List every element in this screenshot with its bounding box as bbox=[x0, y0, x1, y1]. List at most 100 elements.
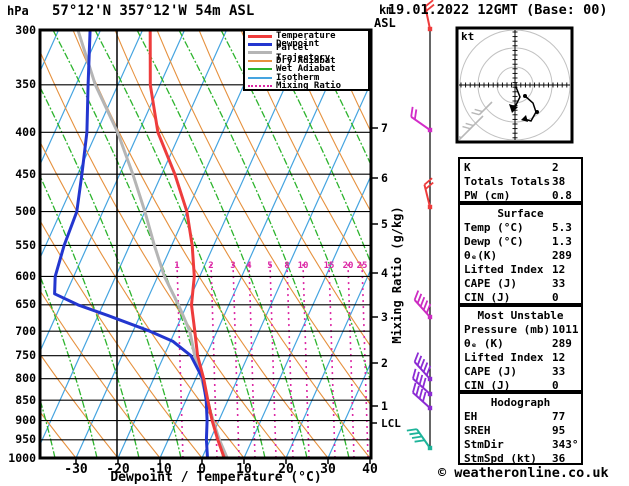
isotherm-line bbox=[117, 31, 311, 457]
panel-row-label: PW (cm) bbox=[464, 189, 511, 202]
panel-row: StmSpd (kt) 36 bbox=[460, 452, 581, 466]
gray-barb-shaft bbox=[459, 127, 472, 140]
wind-barb-tick bbox=[413, 109, 418, 120]
gray-barb-tick bbox=[465, 122, 474, 127]
dry-adiabat-line bbox=[282, 31, 370, 212]
temperature-curve bbox=[148, 31, 226, 457]
wind-barb-tick bbox=[413, 290, 420, 301]
temp-axis-title: Dewpoint / Temperature (°C) bbox=[110, 470, 322, 485]
dry-adiabat-line bbox=[198, 31, 370, 347]
legend-label: Wet Adiabat bbox=[276, 64, 336, 75]
hodograph-gray-barb bbox=[459, 127, 472, 140]
panel-row: Dewp (°C) 1.3 bbox=[460, 235, 581, 249]
hodograph-unit-label: kt bbox=[461, 30, 475, 43]
legend-row: Wet Adiabat bbox=[248, 64, 368, 75]
km-tick-label: 5 bbox=[381, 217, 388, 231]
mixing-ratio-axis-title: Mixing Ratio (g/kg) bbox=[390, 206, 404, 344]
wet-adiabat-line bbox=[304, 31, 370, 165]
wind-barb-tick bbox=[415, 371, 420, 382]
wind-barb-tick bbox=[424, 181, 434, 190]
legend-row: Mixing Ratio bbox=[248, 81, 368, 91]
hodograph-trace-arrow bbox=[509, 104, 518, 113]
mixing-ratio-line bbox=[286, 263, 294, 457]
dewpoint-curve bbox=[53, 31, 209, 457]
isotherm-line bbox=[75, 31, 269, 457]
wind-barb bbox=[410, 106, 431, 131]
panel-row-value: 2 bbox=[552, 161, 559, 174]
panel-row-label: StmDir bbox=[464, 438, 504, 451]
wind-barb-tick bbox=[422, 362, 429, 373]
panel-box-most-unstable: Most Unstable Pressure (mb) 1011 θₑ (K) 289 L… bbox=[458, 305, 583, 392]
wind-barb bbox=[412, 368, 431, 395]
legend-row: Dry Adiabat bbox=[248, 56, 368, 66]
mixing-ratio-line bbox=[361, 263, 369, 457]
pressure-tick-label: 950 bbox=[15, 432, 36, 447]
mixing-ratio-label: 20 bbox=[342, 261, 354, 271]
wind-barb bbox=[424, 0, 435, 30]
panel-row-value: 0 bbox=[552, 291, 559, 304]
panel-row-label: Pressure (mb) bbox=[464, 323, 551, 336]
isotherm-line bbox=[327, 363, 370, 457]
km-tick-label: 2 bbox=[381, 356, 388, 370]
temp-tick-label: 10 bbox=[236, 462, 252, 477]
wind-barb-dot bbox=[427, 127, 433, 133]
wind-barb-tick bbox=[422, 377, 427, 388]
panel-row-label: θₑ(K) bbox=[464, 249, 498, 262]
mixing-ratio-label: 10 bbox=[297, 261, 309, 271]
panel-row: Totals Totals 38 bbox=[460, 175, 581, 189]
panel-row: Temp (°C) 5.3 bbox=[460, 221, 581, 235]
wind-barb-tick bbox=[409, 431, 420, 436]
wet-adiabat-line bbox=[220, 31, 370, 382]
wind-barb-tick bbox=[425, 365, 432, 376]
isotherm-line bbox=[159, 31, 353, 457]
wind-barb-tick bbox=[418, 388, 424, 399]
panel-row-value: 12 bbox=[552, 351, 566, 364]
mixing-ratio-label: 4 bbox=[246, 261, 252, 271]
panel-row-label: StmSpd (kt) bbox=[464, 452, 537, 465]
panel-row-label: Lifted Index bbox=[464, 351, 544, 364]
legend-row: Isotherm bbox=[248, 73, 368, 83]
sounding-curves bbox=[53, 31, 229, 457]
wind-barb bbox=[423, 177, 434, 208]
legend-sample-line bbox=[248, 34, 272, 38]
isotherm-line bbox=[41, 31, 101, 164]
km-tick-label: 3 bbox=[381, 310, 388, 324]
wind-barb-tick bbox=[415, 385, 420, 396]
wind-barb-tick bbox=[416, 293, 423, 304]
gray-barb-tick bbox=[459, 134, 462, 139]
panel-row-value: 0 bbox=[552, 379, 559, 392]
panel-row: Lifted Index 12 bbox=[460, 351, 581, 365]
mixing-ratio-label: 1 bbox=[174, 261, 180, 271]
panel-row-label: CIN (J) bbox=[464, 379, 511, 392]
wind-barb-dot bbox=[427, 376, 433, 382]
pressure-tick-label: 850 bbox=[15, 392, 36, 407]
panel-row-label: Totals Totals bbox=[464, 175, 551, 188]
hodograph-gray-barb bbox=[471, 101, 493, 116]
dry-adiabat-line bbox=[114, 31, 370, 457]
wind-barb-tick bbox=[423, 177, 433, 186]
pressure-tick-label: 700 bbox=[15, 323, 36, 338]
panel-row-value: 0.8 bbox=[552, 189, 572, 202]
legend-sample-line bbox=[248, 42, 272, 46]
wind-barb bbox=[406, 428, 431, 449]
pressure-tick-label: 500 bbox=[15, 204, 36, 219]
legend-label: Parcel Trajectory bbox=[276, 42, 331, 63]
mixing-ratio-label: 3 bbox=[230, 261, 236, 271]
temp-tick-label: -10 bbox=[148, 462, 172, 477]
mixing-ratio-line bbox=[232, 263, 240, 457]
wind-barb-tick bbox=[419, 296, 426, 307]
km-tick-label: 6 bbox=[381, 171, 388, 185]
pressure-tick-label: 350 bbox=[15, 77, 36, 92]
temp-tick-label: 30 bbox=[320, 462, 336, 477]
wind-barb-tick bbox=[422, 391, 427, 402]
panel-row: CAPE (J) 33 bbox=[460, 277, 581, 291]
panel-row-value: 1011 bbox=[552, 323, 579, 336]
dry-adiabat-line bbox=[41, 52, 286, 457]
wind-barb-tick bbox=[425, 303, 432, 314]
wind-barb-tick bbox=[418, 374, 424, 385]
panel-row-value: 38 bbox=[552, 175, 566, 188]
wind-barb bbox=[413, 352, 432, 380]
wind-barb-tick bbox=[425, 3, 435, 12]
legend-sample-line bbox=[248, 51, 272, 55]
